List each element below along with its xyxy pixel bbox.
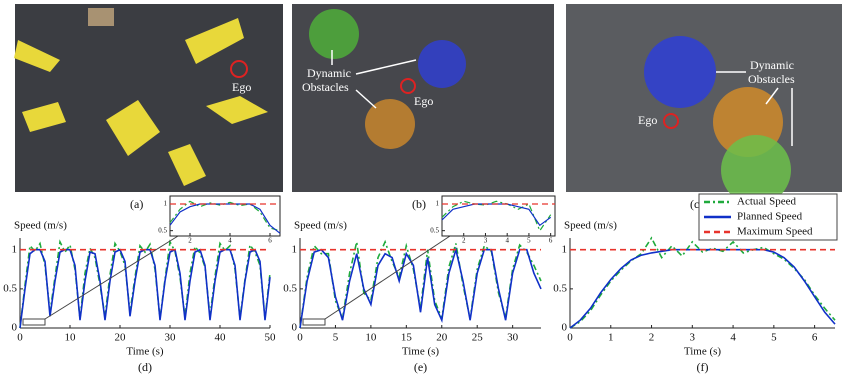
x-tick-label: 2 bbox=[649, 332, 655, 344]
x-tick-label: 20 bbox=[436, 332, 448, 344]
x-tick-label: 3 bbox=[690, 332, 696, 344]
zoom-link bbox=[44, 235, 179, 320]
x-tick-label: 40 bbox=[215, 332, 227, 344]
obstacle bbox=[365, 99, 415, 149]
ego-marker bbox=[663, 113, 679, 129]
x-tick-label: 0 bbox=[17, 332, 23, 344]
x-axis-label: Time (s) bbox=[684, 346, 722, 358]
x-tick-label: 1 bbox=[608, 332, 614, 344]
caption: (a) bbox=[130, 197, 143, 211]
y-tick-label: 0 bbox=[12, 322, 18, 334]
photo-c: Dynamic Obstacles Ego (c) bbox=[566, 4, 842, 211]
x-tick-label: 0 bbox=[567, 332, 573, 344]
zoom-link bbox=[324, 235, 451, 320]
annotation: Obstacles bbox=[748, 72, 795, 86]
block bbox=[206, 96, 268, 124]
photo-b: Dynamic Obstacles Ego (b) bbox=[292, 4, 554, 211]
x-tick-label: 30 bbox=[507, 332, 519, 344]
x-tick-label: 4 bbox=[505, 237, 509, 245]
x-tick-label: 0 bbox=[297, 332, 303, 344]
y-tick-label: 1 bbox=[164, 200, 168, 208]
x-tick-label: 4 bbox=[228, 237, 232, 245]
legend-label: Planned Speed bbox=[737, 211, 803, 223]
x-tick-label: 6 bbox=[268, 237, 272, 245]
speed-line bbox=[169, 200, 281, 232]
x-tick-label: 10 bbox=[65, 332, 77, 344]
annotation: Obstacles bbox=[302, 80, 349, 94]
obstacle bbox=[418, 40, 466, 88]
y-axis-label: Speed (m/s) bbox=[564, 220, 617, 232]
x-axis-label: Time (s) bbox=[402, 346, 440, 358]
y-tick-label: 0.5 bbox=[158, 226, 167, 234]
y-tick-label: 0 bbox=[562, 322, 568, 334]
x-tick-label: 5 bbox=[333, 332, 339, 344]
y-tick-label: 1 bbox=[292, 243, 298, 255]
x-tick-label: 25 bbox=[472, 332, 484, 344]
block bbox=[106, 100, 160, 156]
x-tick-label: 15 bbox=[401, 332, 413, 344]
speed-line bbox=[441, 200, 552, 232]
caption: (b) bbox=[412, 197, 426, 211]
block bbox=[168, 144, 206, 186]
inset-background bbox=[169, 195, 281, 237]
block bbox=[22, 102, 66, 132]
arrow bbox=[355, 89, 377, 109]
annotation: Ego bbox=[232, 80, 251, 94]
y-tick-label: 1 bbox=[436, 200, 440, 208]
x-axis-label: Time (s) bbox=[126, 346, 164, 358]
annotation: Dynamic bbox=[307, 66, 351, 80]
zoom-box bbox=[302, 318, 326, 326]
speed-line bbox=[299, 246, 542, 329]
block bbox=[14, 40, 60, 72]
annotation: Dynamic bbox=[750, 58, 794, 72]
obstacle bbox=[721, 135, 791, 205]
obstacle bbox=[644, 36, 716, 108]
block bbox=[185, 18, 244, 64]
y-tick-label: 0.5 bbox=[3, 282, 17, 294]
speed-line bbox=[19, 239, 271, 329]
caption: (f) bbox=[697, 360, 709, 374]
x-tick-label: 4 bbox=[730, 332, 736, 344]
x-tick-label: 2 bbox=[462, 237, 466, 245]
caption: (d) bbox=[138, 360, 152, 374]
x-tick-label: 6 bbox=[549, 237, 553, 245]
y-tick-label: 0 bbox=[292, 322, 298, 334]
box bbox=[88, 8, 114, 26]
y-tick-label: 1 bbox=[12, 243, 18, 255]
x-tick-label: 2 bbox=[188, 237, 192, 245]
y-tick-label: 0.5 bbox=[283, 282, 297, 294]
x-tick-label: 5 bbox=[527, 237, 531, 245]
x-tick-label: 6 bbox=[812, 332, 818, 344]
annotation: Ego bbox=[638, 113, 657, 127]
ego-marker bbox=[230, 60, 248, 78]
arrow bbox=[355, 59, 417, 75]
speed-line bbox=[569, 248, 836, 329]
obstacle bbox=[309, 9, 359, 59]
legend-label: Maximum Speed bbox=[737, 226, 813, 238]
x-tick-label: 5 bbox=[771, 332, 777, 344]
y-tick-label: 0.5 bbox=[430, 226, 439, 234]
y-tick-label: 0.5 bbox=[553, 282, 567, 294]
annotation: Ego bbox=[414, 94, 433, 108]
y-axis-label: Speed (m/s) bbox=[14, 220, 67, 232]
arrow bbox=[765, 87, 779, 105]
photo-a: Ego (a) bbox=[14, 4, 283, 211]
legend-label: Actual Speed bbox=[737, 196, 796, 208]
zoom-box bbox=[22, 318, 46, 326]
x-tick-label: 20 bbox=[115, 332, 127, 344]
y-tick-label: 1 bbox=[562, 243, 568, 255]
x-tick-label: 10 bbox=[365, 332, 377, 344]
ego-marker bbox=[400, 78, 416, 94]
inset-background bbox=[441, 195, 556, 237]
speed-line bbox=[569, 236, 836, 329]
x-tick-label: 3 bbox=[484, 237, 488, 245]
x-tick-label: 30 bbox=[165, 332, 177, 344]
y-axis-label: Speed (m/s) bbox=[294, 220, 347, 232]
x-tick-label: 50 bbox=[265, 332, 277, 344]
caption: (e) bbox=[414, 360, 427, 374]
